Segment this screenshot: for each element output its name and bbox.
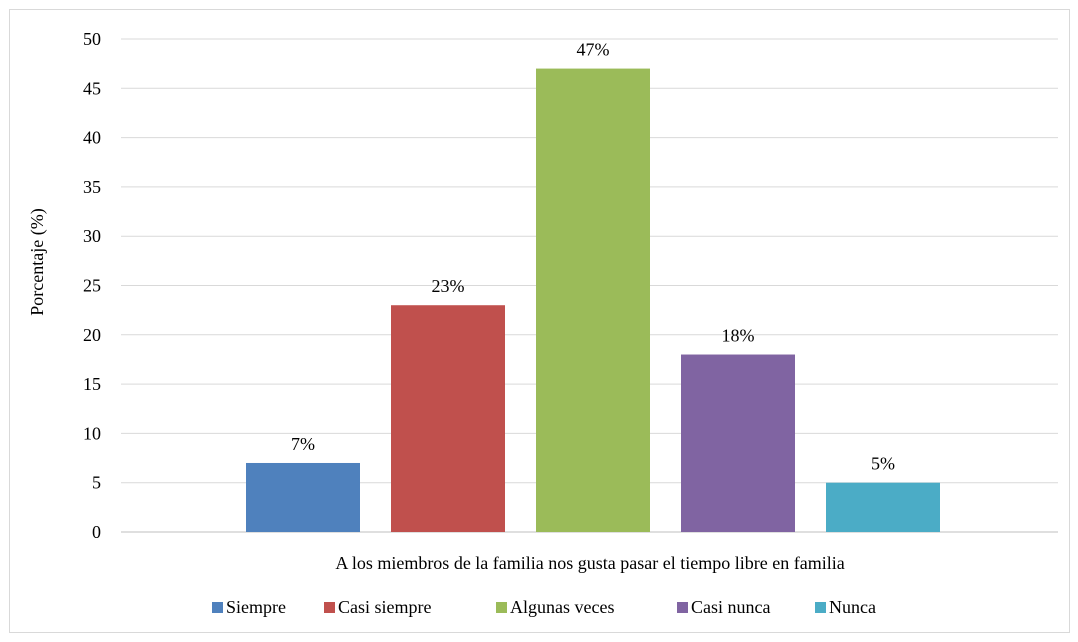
legend-item: Siempre	[212, 597, 286, 617]
data-label: 7%	[291, 434, 315, 454]
legend-label: Casi siempre	[338, 597, 431, 617]
legend-item: Casi siempre	[324, 597, 431, 617]
bar-siempre	[246, 462, 360, 532]
y-tick-label: 5	[92, 473, 101, 493]
legend-swatch	[324, 602, 335, 613]
legend-label: Siempre	[226, 597, 286, 617]
bar-casi-siempre	[391, 305, 505, 532]
data-label: 18%	[722, 326, 755, 346]
y-tick-label: 0	[92, 522, 101, 542]
data-label: 5%	[871, 454, 895, 474]
y-tick-label: 15	[83, 374, 101, 394]
legend-label: Algunas veces	[510, 597, 614, 617]
y-tick-label: 35	[83, 177, 101, 197]
bar-algunas-veces	[536, 68, 650, 532]
y-tick-label: 40	[83, 128, 101, 148]
data-label: 23%	[432, 276, 465, 296]
legend-label: Casi nunca	[691, 597, 770, 617]
legend-item: Nunca	[815, 597, 876, 617]
y-tick-label: 30	[83, 226, 101, 246]
y-axis-label: Porcentaje (%)	[27, 208, 48, 315]
x-axis-label: A los miembros de la familia nos gusta p…	[335, 553, 844, 573]
y-tick-label: 10	[83, 423, 101, 443]
legend-label: Nunca	[829, 597, 876, 617]
bar-casi-nunca	[681, 354, 795, 532]
bar-nunca	[826, 482, 940, 532]
y-tick-label: 50	[83, 29, 101, 49]
legend: Siempre Casi siempre Algunas veces Casi nun…	[212, 597, 876, 617]
legend-item: Casi nunca	[677, 597, 770, 617]
bars	[246, 68, 940, 532]
y-axis-ticks: 0 5 10 15 20 25 30 35 40 45 50	[83, 29, 101, 542]
data-label: 47%	[577, 40, 610, 60]
legend-swatch	[815, 602, 826, 613]
y-tick-label: 45	[83, 78, 101, 98]
legend-swatch	[212, 602, 223, 613]
legend-swatch	[677, 602, 688, 613]
legend-swatch	[496, 602, 507, 613]
y-tick-label: 20	[83, 325, 101, 345]
data-labels: 7% 23% 47% 18% 5%	[291, 40, 895, 474]
y-tick-label: 25	[83, 276, 101, 296]
legend-item: Algunas veces	[496, 597, 614, 617]
